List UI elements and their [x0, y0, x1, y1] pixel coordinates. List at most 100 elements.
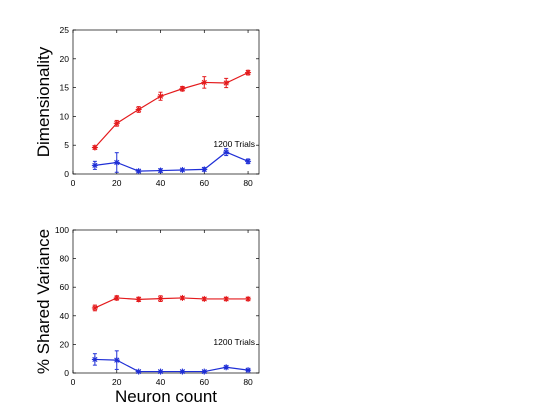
marker-stroke [179, 295, 185, 301]
y-tick-label: 100 [55, 225, 69, 235]
x-tick-label: 60 [200, 377, 210, 387]
marker-stroke [179, 86, 185, 92]
y-tick-label: 15 [60, 83, 70, 93]
marker-stroke [157, 167, 164, 174]
marker-stroke [223, 149, 229, 155]
data-point [223, 149, 230, 156]
data-point [201, 368, 208, 375]
series-line-0 [94, 297, 249, 309]
data-point [179, 85, 186, 92]
marker-stroke [136, 296, 142, 302]
data-point [91, 304, 98, 311]
data-point [157, 93, 164, 100]
marker-stroke [92, 144, 98, 151]
y-tick-label: 10 [60, 111, 70, 121]
axes-box [72, 29, 260, 175]
marker-stroke [223, 296, 229, 302]
y-tick-label: 20 [60, 54, 70, 64]
y-tick-label: 80 [60, 254, 70, 264]
data-point [245, 158, 252, 165]
x-tick-label: 40 [156, 178, 166, 188]
data-point [223, 295, 230, 302]
marker-stroke [223, 80, 229, 86]
y-axis-label: % Shared Variance [34, 229, 53, 374]
x-tick-label: 0 [71, 377, 76, 387]
series-line-1 [94, 151, 249, 172]
trials-annotation: 1200 Trials [213, 337, 255, 347]
x-tick-label: 60 [200, 178, 210, 188]
data-point [223, 79, 230, 86]
series-line-0 [94, 72, 249, 148]
x-tick-label: 80 [243, 178, 253, 188]
data-point [179, 368, 186, 375]
x-tick-label: 20 [112, 178, 122, 188]
marker-stroke [245, 296, 251, 302]
marker-stroke [201, 296, 207, 302]
shared-variance-chart: 0 20 40 60 80 0 20 40 60 80 100% Shared Variance Ne… [34, 225, 260, 406]
data-point [179, 294, 186, 301]
marker-stroke [223, 364, 229, 370]
marker-stroke [179, 368, 185, 375]
marker-stroke [136, 106, 142, 113]
data-point [245, 367, 252, 374]
marker-stroke [245, 367, 251, 373]
x-tick-label: 40 [156, 377, 166, 387]
data-point [113, 120, 120, 127]
marker-stroke [114, 120, 120, 126]
marker-stroke [157, 368, 164, 375]
trials-annotation: 1200 Trials [213, 139, 255, 149]
marker-stroke [136, 368, 142, 375]
data-point [91, 162, 98, 169]
marker-stroke [114, 159, 120, 166]
y-tick-label: 25 [60, 25, 70, 35]
y-tick-label: 0 [64, 368, 69, 378]
data-point [135, 368, 142, 375]
y-tick-label: 5 [64, 140, 69, 150]
marker-stroke [245, 70, 251, 76]
marker-stroke [201, 166, 207, 172]
y-tick-label: 60 [60, 282, 70, 292]
marker-stroke [179, 167, 185, 173]
marker-stroke [114, 295, 120, 301]
data-point [223, 364, 230, 371]
marker-stroke [92, 162, 98, 168]
data-point [91, 356, 98, 363]
y-tick-label: 0 [64, 169, 69, 179]
data-point [201, 166, 208, 173]
marker-stroke [157, 296, 164, 302]
data-point [245, 69, 252, 76]
data-point [113, 294, 120, 301]
data-point [157, 167, 164, 174]
y-tick-label: 20 [60, 339, 70, 349]
x-tick-label: 20 [112, 377, 122, 387]
data-point [245, 295, 252, 302]
marker-stroke [245, 158, 251, 164]
x-axis-label: Neuron count [115, 387, 217, 406]
marker-stroke [92, 305, 98, 311]
data-point [157, 368, 164, 375]
marker-stroke [136, 168, 142, 174]
data-point [135, 106, 142, 113]
marker-stroke [114, 357, 120, 363]
series-line-1 [94, 358, 249, 373]
marker-stroke [157, 93, 164, 99]
data-point [201, 79, 208, 86]
axes-box [72, 229, 260, 374]
marker-stroke [92, 356, 98, 363]
y-axis-label: Dimensionality [34, 46, 53, 157]
x-tick-label: 0 [71, 178, 76, 188]
data-point [91, 144, 98, 151]
data-point [113, 357, 120, 364]
data-point [157, 295, 164, 302]
dimensionality-chart: 0 20 40 60 80 0 5 10 15 20 25 Dimensionality 1200 Tr… [34, 25, 260, 188]
data-point [135, 296, 142, 303]
y-tick-label: 40 [60, 311, 70, 321]
data-point [179, 166, 186, 173]
data-point [113, 159, 120, 166]
x-tick-label: 80 [243, 377, 253, 387]
data-point [201, 295, 208, 302]
marker-stroke [201, 79, 207, 86]
data-point [135, 168, 142, 175]
marker-stroke [201, 368, 207, 375]
